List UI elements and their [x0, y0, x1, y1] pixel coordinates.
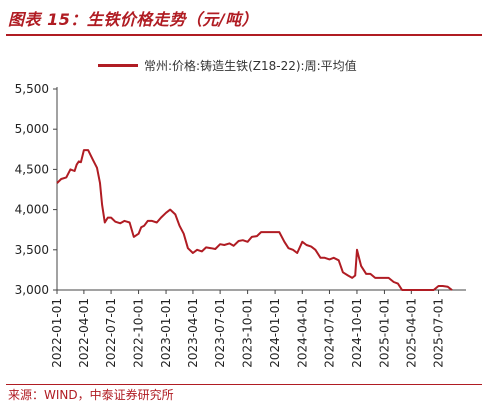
x-tick-label: 2025-01-01 — [377, 298, 391, 368]
y-tick-label: 5,500 — [15, 82, 49, 96]
x-tick-label: 2024-01-01 — [268, 298, 282, 368]
legend-label: 常州:价格:铸造生铁(Z18-22):周:平均值 — [144, 59, 357, 73]
x-tick-label: 2022-10-01 — [132, 298, 146, 368]
x-tick-label: 2024-04-01 — [295, 298, 309, 368]
y-tick-label: 3,000 — [15, 283, 49, 297]
legend: 常州:价格:铸造生铁(Z18-22):周:平均值 — [98, 57, 357, 74]
x-tick-label: 2022-01-01 — [50, 298, 64, 368]
y-tick-label: 3,500 — [15, 243, 49, 257]
source-note: 来源：WIND，中泰证券研究所 — [8, 388, 174, 402]
x-tick-label: 2024-10-01 — [350, 298, 364, 368]
x-tick-label: 2025-04-01 — [404, 298, 418, 368]
x-tick-label: 2023-04-01 — [186, 298, 200, 368]
source-rule — [6, 384, 482, 385]
y-tick-label: 5,000 — [15, 122, 49, 136]
x-tick-label: 2023-10-01 — [241, 298, 255, 368]
x-tick-label: 2023-07-01 — [213, 298, 227, 368]
x-tick-label: 2023-01-01 — [159, 298, 173, 368]
x-tick-label: 2022-04-01 — [77, 298, 91, 368]
y-tick-label: 4,000 — [15, 203, 49, 217]
chart-title: 图表 15：生铁价格走势（元/吨） — [8, 10, 259, 29]
title-rule — [6, 34, 482, 36]
x-tick-label: 2022-07-01 — [104, 298, 118, 368]
legend-line-swatch — [98, 64, 138, 67]
series-line — [56, 149, 453, 291]
y-tick-label: 4,500 — [15, 162, 49, 176]
x-tick-label: 2024-07-01 — [322, 298, 336, 368]
x-tick-label: 2025-07-01 — [432, 298, 446, 368]
